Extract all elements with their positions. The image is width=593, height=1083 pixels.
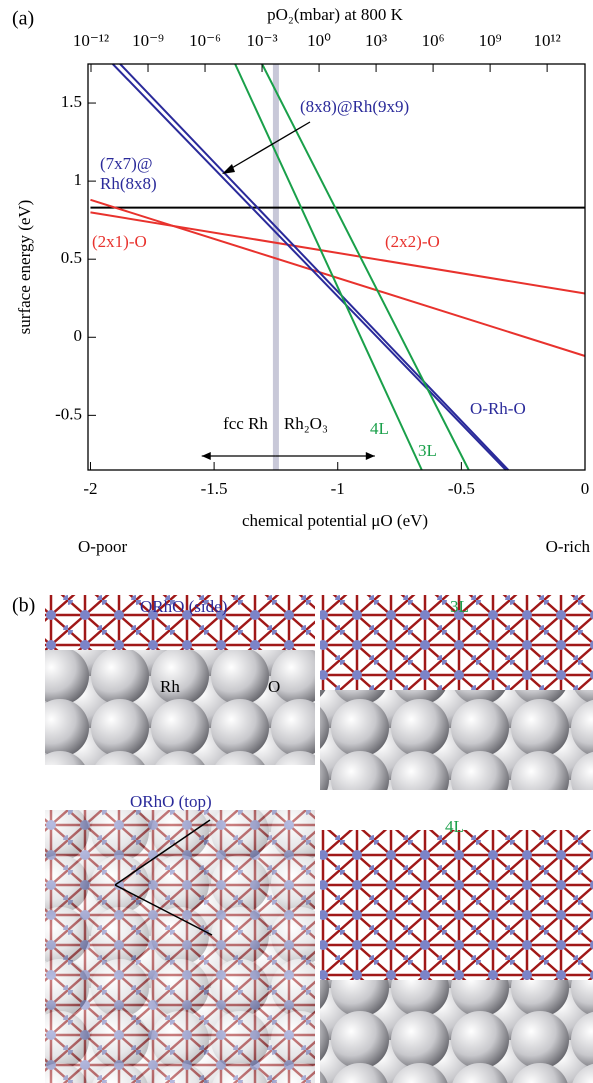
panel-title: 3L xyxy=(450,597,469,616)
series-label: (2x1)-O xyxy=(92,232,147,251)
annotation: fcc Rh xyxy=(223,414,268,433)
x2-axis-label: pO₂(mbar) at 800 K xyxy=(267,5,403,24)
x2-tick-label: 10¹² xyxy=(534,31,561,50)
y-tick-label: 1 xyxy=(74,170,83,189)
y-tick-label: -0.5 xyxy=(55,404,82,423)
x-tick-label: -0.5 xyxy=(448,479,475,498)
y-tick-label: 1.5 xyxy=(61,92,82,111)
series-label: (2x2)-O xyxy=(385,232,440,251)
series-label: 3L xyxy=(418,441,437,460)
x2-tick-label: 10⁻⁶ xyxy=(189,31,221,50)
arrow-head xyxy=(366,452,375,460)
x2-tick-label: 10⁻⁹ xyxy=(132,31,164,50)
page: {"chart_data": {"type": "line", "panel_l… xyxy=(0,0,593,1083)
annotation: O-Rh-O xyxy=(470,399,526,418)
line-series xyxy=(113,64,506,470)
line-series xyxy=(90,200,585,356)
x2-tick-label: 10⁻¹² xyxy=(73,31,109,50)
atom-label: Rh xyxy=(160,677,180,696)
y-axis-label: surface energy (eV) xyxy=(15,200,34,335)
annotation: Rh₂O₃ xyxy=(284,414,328,433)
annotation: O-poor xyxy=(78,537,127,556)
line-series xyxy=(120,64,508,470)
panel-title: ORhO (top) xyxy=(130,792,212,811)
x-tick-label: -2 xyxy=(83,479,97,498)
atom-label: O xyxy=(268,677,280,696)
phase-boundary xyxy=(273,64,279,470)
y-tick-label: 0.5 xyxy=(61,248,82,267)
x2-tick-label: 10⁶ xyxy=(422,31,445,50)
x2-tick-label: 10⁻³ xyxy=(247,31,278,50)
chart: (a) pO₂(mbar) at 800 K chemical potential … xyxy=(12,5,590,556)
x-axis-label: chemical potential μO (eV) xyxy=(242,511,428,530)
x2-tick-label: 10⁰ xyxy=(307,31,331,50)
x-tick-label: 0 xyxy=(581,479,590,498)
x-tick-label: -1 xyxy=(331,479,345,498)
panel-title: 4L xyxy=(445,817,464,836)
x2-tick-label: 10⁹ xyxy=(479,31,502,50)
figure: (a) pO₂(mbar) at 800 K chemical potential … xyxy=(0,0,593,1083)
panel-label: (b) xyxy=(12,595,35,617)
series-label: 4L xyxy=(370,419,389,438)
panel-title: ORhO (side) xyxy=(140,597,227,616)
panel-label: (a) xyxy=(12,8,34,30)
oxide-layer xyxy=(45,810,315,1083)
annotation: O-rich xyxy=(546,537,591,556)
callout-arrow xyxy=(225,122,310,172)
x-tick-label: -1.5 xyxy=(201,479,228,498)
arrow-head xyxy=(202,452,211,460)
series-label: (8x8)@Rh(9x9) xyxy=(300,97,409,116)
line-series xyxy=(262,64,469,470)
structure-panels: (b) ORhO (side) 3L ORhO (top) 4L Rh O xyxy=(12,595,593,1083)
y-tick-label: 0 xyxy=(74,326,83,345)
line-series xyxy=(90,212,585,293)
x2-tick-label: 10³ xyxy=(365,31,387,50)
line-series xyxy=(235,64,422,470)
series-label: (7x7)@Rh(8x8) xyxy=(100,154,157,193)
arrow-head xyxy=(222,164,235,174)
oxide-layer xyxy=(320,830,593,980)
